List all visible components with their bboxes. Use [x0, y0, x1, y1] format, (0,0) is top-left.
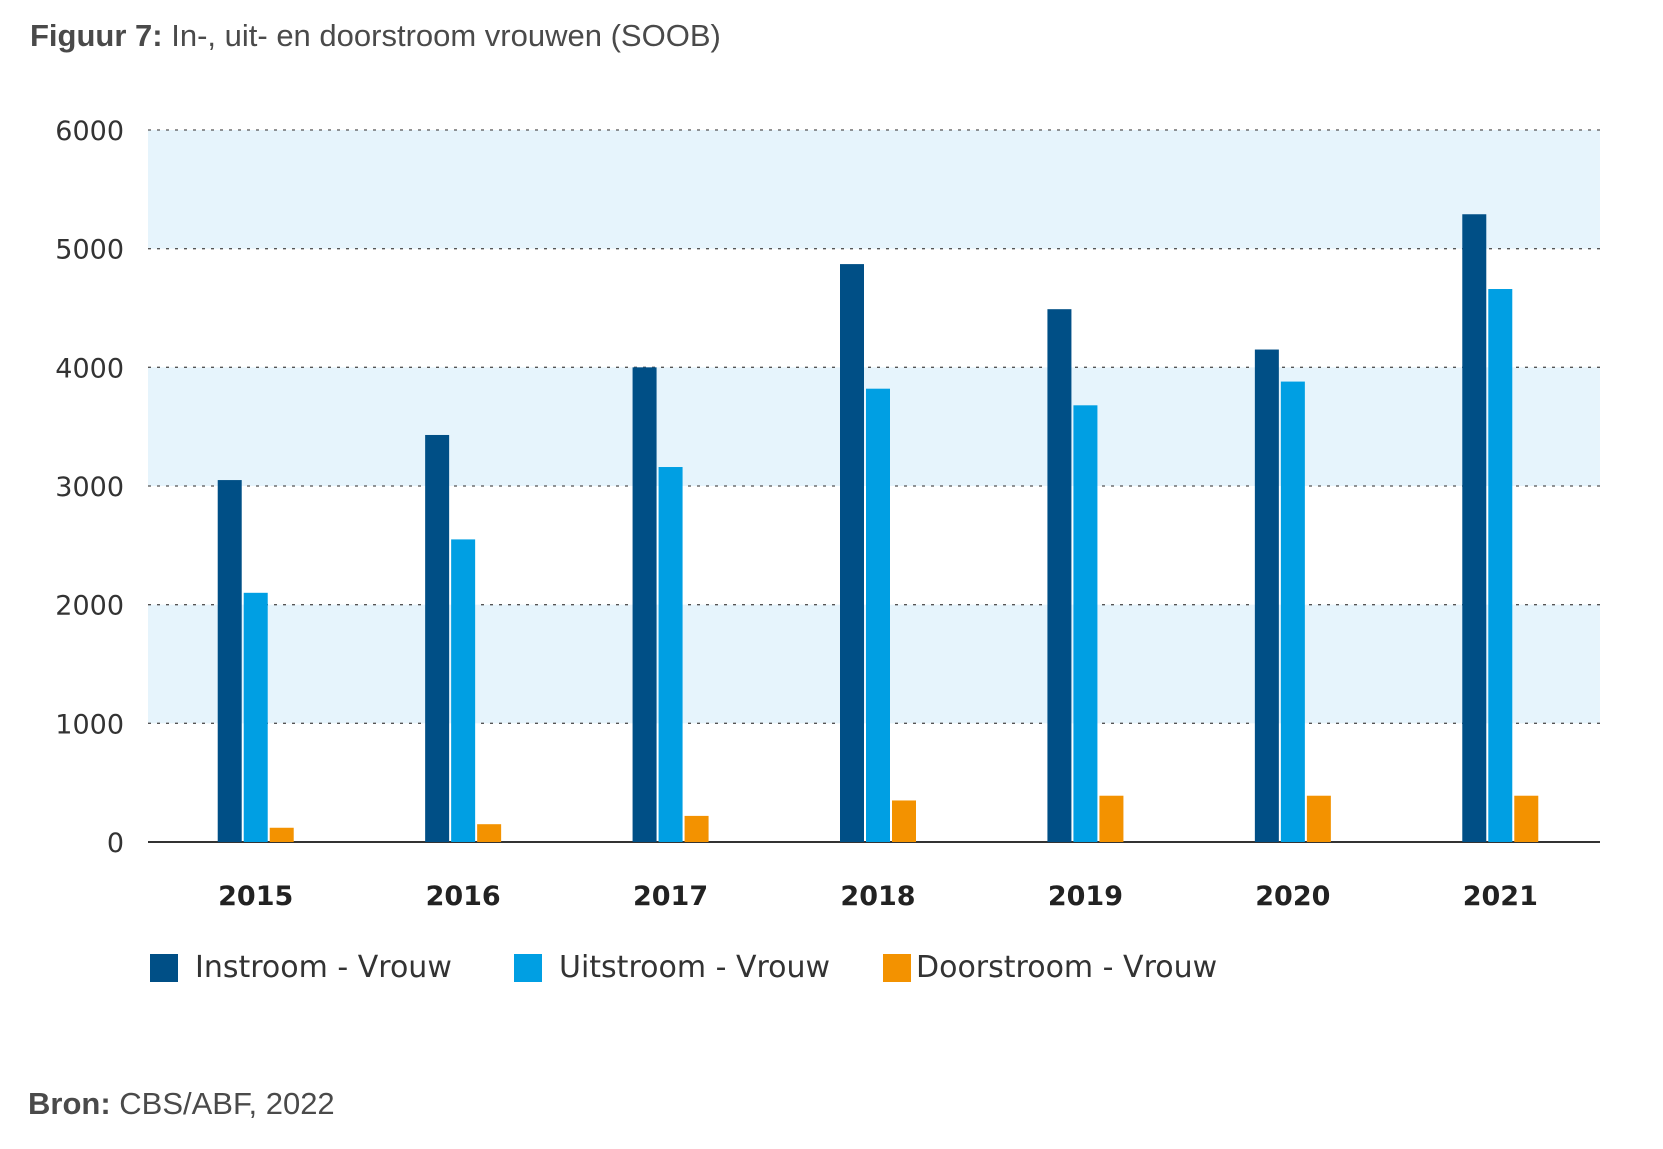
bar-uitstroom — [658, 467, 683, 842]
bar-instroom — [1254, 349, 1279, 842]
bar-instroom — [1462, 214, 1487, 843]
x-tick-label: 2018 — [840, 881, 915, 912]
bar-doorstroom — [684, 815, 709, 842]
source-text: CBS/ABF, 2022 — [119, 1086, 335, 1121]
figure-title-text: In-, uit- en doorstroom vrouwen (SOOB) — [171, 18, 721, 53]
x-tick-label: 2015 — [218, 881, 293, 912]
bar-uitstroom — [243, 592, 268, 842]
bar-instroom — [1047, 309, 1072, 843]
grid-band — [148, 130, 1600, 249]
x-tick-label: 2016 — [426, 881, 501, 912]
x-tick-label: 2017 — [633, 881, 708, 912]
bar-doorstroom — [269, 827, 294, 842]
legend-swatch-instroom — [150, 953, 178, 982]
bar-uitstroom — [866, 388, 890, 842]
bar-doorstroom — [892, 800, 916, 842]
bar-uitstroom — [1488, 289, 1513, 843]
bar-doorstroom — [1306, 795, 1331, 842]
legend-label-instroom: Instroom - Vrouw — [195, 950, 452, 985]
y-tick-label: 6000 — [55, 116, 124, 147]
source-label: Bron: — [28, 1086, 111, 1121]
legend-swatch-doorstroom — [883, 953, 911, 982]
y-tick-label: 5000 — [55, 235, 124, 266]
legend-item-uitstroom: Uitstroom - Vrouw — [514, 950, 830, 985]
y-tick-label: 1000 — [55, 709, 124, 740]
figure-title: Figuur 7: In-, uit- en doorstroom vrouwe… — [30, 18, 721, 54]
bar-doorstroom — [477, 824, 502, 842]
figure-label: Figuur 7: — [30, 18, 163, 53]
legend-label-doorstroom: Doorstroom - Vrouw — [916, 950, 1218, 985]
bar-doorstroom — [1099, 795, 1124, 842]
x-tick-label: 2020 — [1255, 881, 1330, 912]
bar-uitstroom — [1280, 381, 1305, 842]
legend-label-uitstroom: Uitstroom - Vrouw — [559, 950, 831, 985]
bar-doorstroom — [1514, 795, 1539, 842]
figure-source: Bron: CBS/ABF, 2022 — [28, 1086, 335, 1122]
x-tick-label: 2021 — [1463, 881, 1538, 912]
legend-swatch-uitstroom — [514, 953, 542, 982]
bar-uitstroom — [451, 539, 476, 842]
legend: Instroom - Vrouw Uitstroom - Vrouw Doors… — [0, 950, 1663, 990]
y-tick-label: 4000 — [55, 353, 124, 384]
bar-instroom — [840, 264, 864, 842]
bar-instroom — [217, 480, 242, 842]
y-tick-label: 0 — [107, 828, 124, 859]
x-tick-label: 2019 — [1048, 881, 1123, 912]
bar-instroom — [425, 434, 450, 842]
legend-item-instroom: Instroom - Vrouw — [150, 950, 452, 985]
bar-instroom — [632, 367, 657, 842]
legend-item-doorstroom: Doorstroom - Vrouw — [883, 950, 1217, 985]
y-tick-label: 2000 — [55, 591, 124, 622]
bar-uitstroom — [1073, 405, 1098, 842]
y-tick-label: 3000 — [55, 472, 124, 503]
